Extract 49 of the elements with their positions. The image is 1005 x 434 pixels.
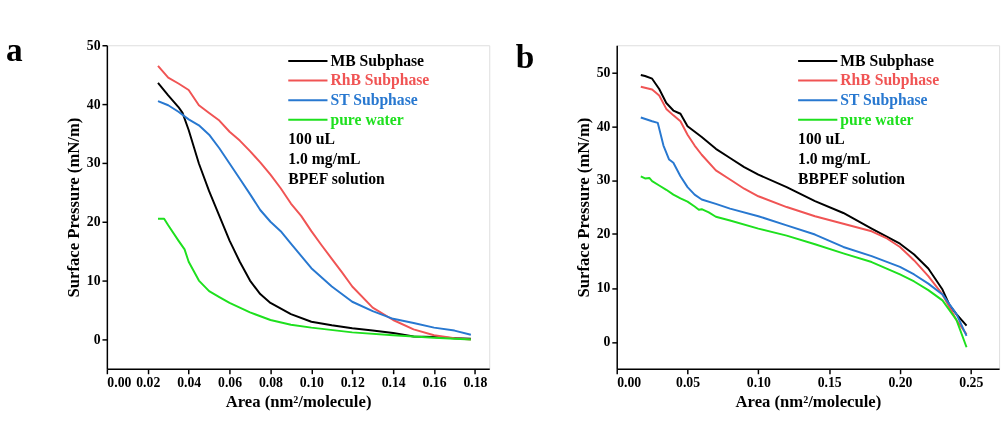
x-tick-label: 0.20 <box>888 374 913 390</box>
chart-title: a <box>5 30 23 68</box>
x-tick-label: 0.18 <box>463 374 488 390</box>
y-tick-label: 30 <box>86 155 101 171</box>
x-tick-label: 0.16 <box>422 374 447 390</box>
x-tick-label: 0.00 <box>107 374 132 390</box>
legend-label: ST Subphase <box>330 91 418 110</box>
x-tick-label: 0.06 <box>218 374 243 390</box>
x-tick-label: 0.08 <box>258 374 284 390</box>
x-tick-label: 0.10 <box>746 374 771 390</box>
y-tick-label: 10 <box>596 280 611 296</box>
legend-label: ST Subphase <box>840 91 928 110</box>
y-tick-label: 0 <box>603 334 611 350</box>
x-axis-title: Area (nm²/molecule) <box>735 391 882 411</box>
legend-label: MB Subphase <box>840 51 934 70</box>
annotation: 100 uL <box>798 130 845 148</box>
annotation: BBPEF solution <box>798 169 906 187</box>
annotation: BPEF solution <box>288 169 386 187</box>
annotation: 1.0 mg/mL <box>288 149 361 168</box>
annotation: 1.0 mg/mL <box>798 149 871 168</box>
x-tick-label: 0.02 <box>136 374 161 390</box>
annotation: 100 uL <box>288 130 335 148</box>
y-tick-label: 50 <box>86 37 101 53</box>
legend-label: RhB Subphase <box>840 71 940 90</box>
x-tick-label: 0.15 <box>817 374 842 390</box>
x-tick-label: 0.04 <box>177 374 202 390</box>
y-axis-title: Surface Pressure (mN/m) <box>573 117 593 298</box>
legend-label: pure water <box>330 110 404 129</box>
x-tick-label: 0.00 <box>617 374 642 390</box>
y-axis-title: Surface Pressure (mN/m) <box>63 117 83 298</box>
y-tick-label: 50 <box>596 64 611 80</box>
y-tick-label: 20 <box>86 214 101 230</box>
legend-label: RhB Subphase <box>330 71 430 90</box>
x-tick-label: 0.14 <box>381 374 406 390</box>
line-series <box>157 217 472 341</box>
y-tick-label: 40 <box>596 118 611 134</box>
legend-label: pure water <box>840 110 914 129</box>
x-tick-label: 0.25 <box>959 374 984 390</box>
legend-label: MB Subphase <box>330 51 425 70</box>
y-tick-label: 30 <box>596 172 611 188</box>
x-tick-label: 0.10 <box>299 374 324 390</box>
y-tick-label: 40 <box>86 96 101 112</box>
x-tick-label: 0.12 <box>340 374 365 390</box>
x-tick-label: 0.05 <box>676 374 701 390</box>
x-axis-title: Area (nm²/molecule) <box>225 391 372 411</box>
chart-title: b <box>515 37 535 75</box>
y-tick-label: 10 <box>86 273 101 288</box>
y-tick-label: 0 <box>93 331 101 347</box>
y-tick-label: 20 <box>596 226 611 242</box>
